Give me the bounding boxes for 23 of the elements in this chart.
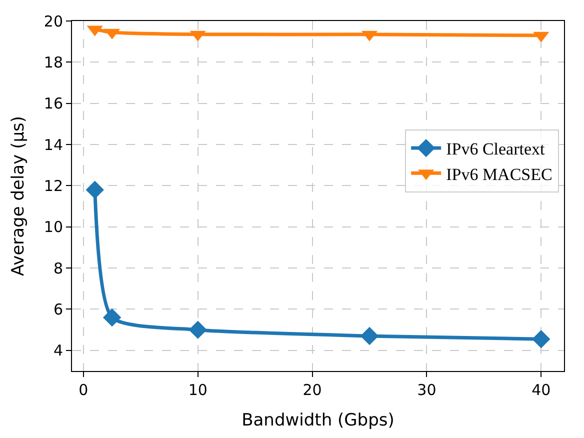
point <box>102 308 122 327</box>
y-tick-label: 10 <box>44 218 63 236</box>
x-tick-label: 0 <box>78 381 88 399</box>
legend-label: IPv6 Cleartext <box>446 140 546 159</box>
legend-label: IPv6 MACSEC <box>446 164 552 184</box>
x-tick-label: 40 <box>532 381 551 399</box>
y-tick-label: 16 <box>44 94 63 113</box>
y-tick-label: 18 <box>44 53 63 72</box>
x-tick-label: 10 <box>188 381 208 399</box>
y-tick-label: 4 <box>53 342 63 360</box>
point <box>86 180 104 199</box>
x-axis-title: Bandwidth (Gbps) <box>242 410 394 430</box>
point <box>188 320 207 339</box>
x-tick-label: 20 <box>302 381 322 399</box>
y-tick-label: 14 <box>44 136 63 154</box>
y-tick-label: 12 <box>44 176 63 195</box>
y-tick-label: 6 <box>53 300 63 318</box>
y-tick-label: 20 <box>44 12 63 30</box>
y-tick-label: 8 <box>53 259 63 278</box>
point <box>532 330 550 348</box>
y-axis-title: Average delay (μs) <box>8 116 28 276</box>
point <box>360 326 379 346</box>
x-tick-label: 30 <box>417 381 436 399</box>
